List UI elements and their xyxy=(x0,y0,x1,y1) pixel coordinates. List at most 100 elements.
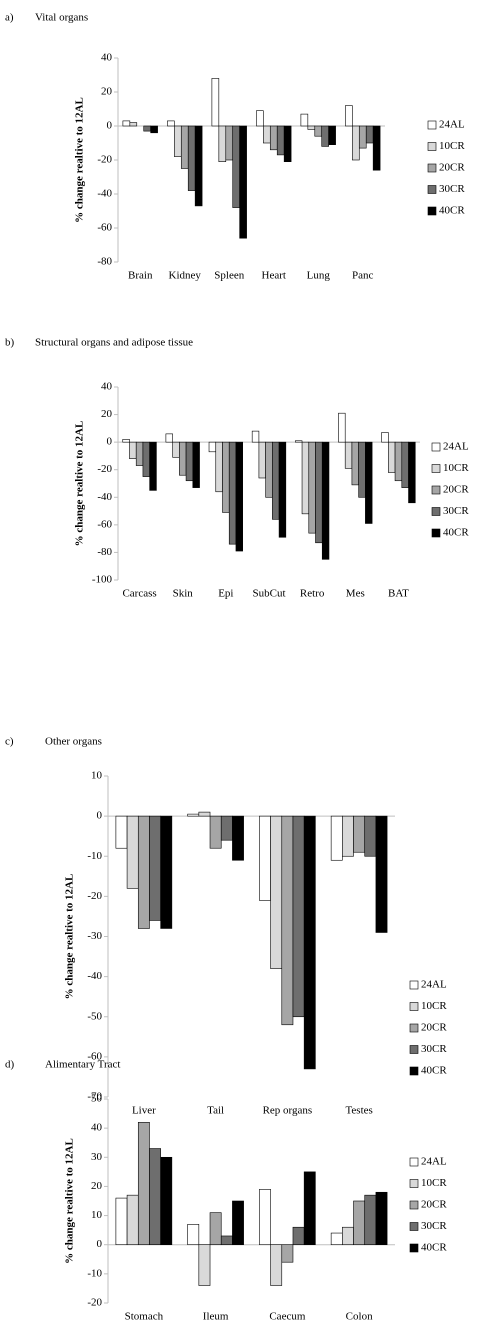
legend-label: 40CR xyxy=(443,527,469,539)
x-tick-label: BAT xyxy=(388,588,409,600)
y-tick-label: 20 xyxy=(101,86,113,98)
legend-label: 24AL xyxy=(439,119,465,131)
bar xyxy=(303,815,316,1070)
x-tick-label: Liver xyxy=(132,1105,156,1117)
bar xyxy=(187,1224,200,1246)
bar xyxy=(129,122,138,127)
x-tick-label: Rep organs xyxy=(263,1105,313,1117)
bar xyxy=(149,1148,161,1246)
x-tick-label: Spleen xyxy=(214,270,244,282)
bar xyxy=(218,125,227,163)
y-tick-label: -60 xyxy=(97,518,112,530)
y-tick-label: 40 xyxy=(91,1122,103,1134)
y-axis-title: % change realtive to 12AL xyxy=(74,421,86,547)
legend-swatch xyxy=(409,1179,419,1188)
bar xyxy=(115,1197,128,1246)
y-tick-label: 0 xyxy=(97,810,103,822)
legend-label: 20CR xyxy=(443,484,469,496)
x-tick-label: Brain xyxy=(128,270,153,282)
bar xyxy=(358,125,367,149)
x-tick-label: Testes xyxy=(345,1105,372,1117)
bar xyxy=(394,441,403,482)
bar xyxy=(192,441,200,488)
bar xyxy=(353,815,366,853)
legend-label: 30CR xyxy=(421,1043,447,1055)
y-axis-title: % change realtive to 12AL xyxy=(64,874,76,1000)
chart-title: Structural organs and adipose tissue xyxy=(35,337,193,349)
bar xyxy=(142,441,150,477)
y-tick-label: -40 xyxy=(97,491,112,503)
legend-swatch xyxy=(431,442,441,452)
bar xyxy=(342,1226,354,1246)
legend-swatch xyxy=(431,528,441,538)
legend-label: 30CR xyxy=(443,505,469,517)
bar xyxy=(351,441,359,486)
x-tick-label: Heart xyxy=(262,270,286,282)
bar xyxy=(342,815,354,857)
y-tick-label: 50 xyxy=(91,1093,103,1105)
bar xyxy=(185,441,194,482)
legend-swatch xyxy=(427,163,437,173)
y-tick-label: -40 xyxy=(87,970,102,982)
bar xyxy=(220,815,233,841)
chart-title: Vital organs xyxy=(35,12,88,24)
legend-label: 40CR xyxy=(439,205,465,217)
legend-label: 10CR xyxy=(439,140,465,152)
bar xyxy=(301,441,310,515)
bar xyxy=(258,441,266,479)
legend-swatch xyxy=(409,1243,419,1253)
bar xyxy=(208,441,217,453)
bar xyxy=(256,110,264,127)
y-tick-label: -20 xyxy=(97,154,112,166)
y-tick-label: -30 xyxy=(87,930,102,942)
y-tick-label: 40 xyxy=(101,52,113,64)
bar xyxy=(179,441,187,476)
x-tick-label: Mes xyxy=(346,588,365,600)
bar xyxy=(281,1244,294,1263)
bar xyxy=(265,441,273,498)
bar xyxy=(281,815,294,1026)
bar xyxy=(251,430,260,443)
bar xyxy=(315,441,323,544)
legend-label: 20CR xyxy=(421,1199,447,1211)
legend-swatch xyxy=(409,1157,419,1167)
x-tick-label: Ileum xyxy=(203,1311,229,1323)
bar xyxy=(122,120,131,127)
bar xyxy=(167,120,175,127)
x-tick-label: Kidney xyxy=(169,270,202,282)
bar xyxy=(149,441,157,491)
bar xyxy=(321,125,329,147)
legend-swatch xyxy=(431,485,441,495)
legend-swatch xyxy=(409,1222,419,1231)
legend-swatch xyxy=(409,1002,419,1011)
y-axis-title: % change realtive to 12AL xyxy=(74,97,86,223)
legend-label: 10CR xyxy=(421,1000,447,1012)
bar xyxy=(269,125,278,151)
legend-swatch xyxy=(427,142,437,151)
bar xyxy=(172,441,180,458)
bar xyxy=(143,125,151,132)
bar xyxy=(220,1235,233,1246)
y-tick-label: 0 xyxy=(107,120,113,132)
bar xyxy=(295,440,303,443)
x-tick-label: Stomach xyxy=(125,1311,164,1323)
y-tick-label: 40 xyxy=(101,381,113,393)
bar xyxy=(165,433,173,443)
bar xyxy=(225,125,234,161)
bar xyxy=(364,815,377,857)
bar xyxy=(358,441,366,498)
x-tick-label: Carcass xyxy=(122,588,156,600)
bar xyxy=(308,441,316,534)
x-tick-label: Colon xyxy=(346,1311,373,1323)
bar xyxy=(228,441,237,545)
bar xyxy=(194,125,203,207)
bar xyxy=(209,815,222,849)
bar xyxy=(235,441,243,552)
legend-swatch xyxy=(409,1066,419,1076)
bar xyxy=(314,125,323,137)
y-tick-label: -60 xyxy=(97,222,112,234)
chart-title: Alimentary Tract xyxy=(45,1059,120,1071)
legend-label: 24AL xyxy=(421,1156,447,1168)
bar xyxy=(232,815,244,861)
